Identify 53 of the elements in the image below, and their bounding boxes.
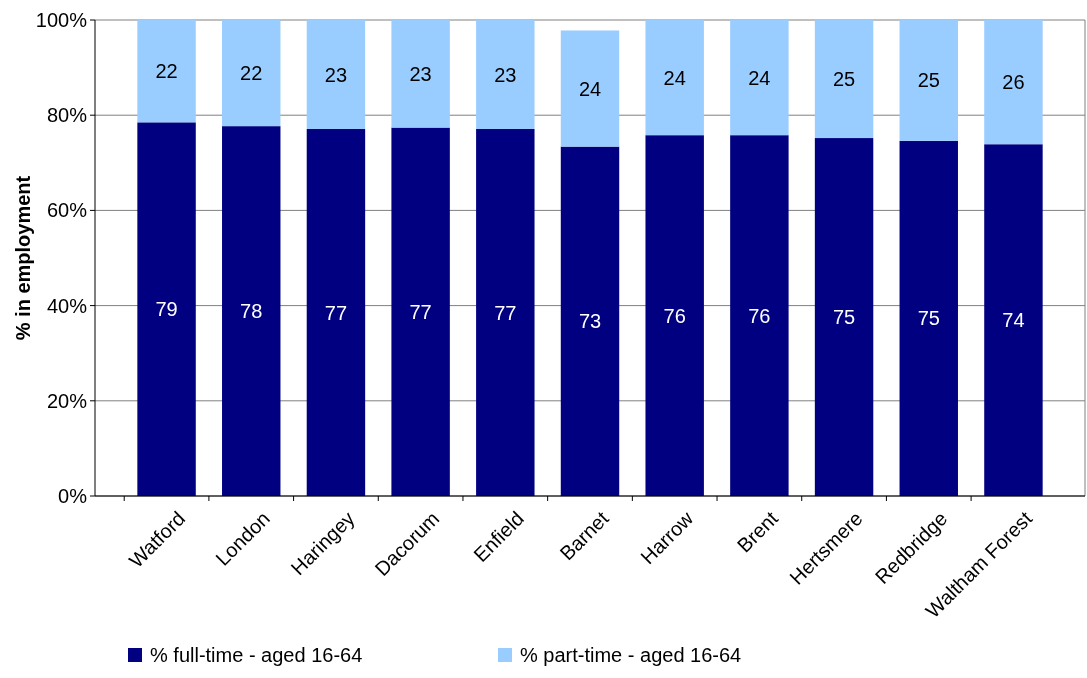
data-label: 22 <box>240 62 263 85</box>
data-label: 23 <box>494 63 517 86</box>
bar <box>137 20 196 123</box>
bar <box>814 138 874 496</box>
legend-label: % part-time - aged 16-64 <box>520 644 742 666</box>
bar <box>730 20 789 136</box>
y-tick-label: 60% <box>46 199 88 222</box>
bar <box>899 140 958 496</box>
bar <box>306 20 366 129</box>
data-label: 75 <box>832 306 856 329</box>
y-tick-label: 40% <box>46 294 88 317</box>
data-label: 76 <box>663 304 686 327</box>
bar <box>560 146 620 496</box>
data-label: 25 <box>832 68 856 91</box>
bar <box>984 20 1043 145</box>
bar <box>560 30 620 147</box>
bar <box>814 20 874 139</box>
bar <box>730 135 789 496</box>
data-label: 23 <box>324 63 348 86</box>
y-axis-title: % in employment <box>12 175 34 341</box>
y-tick-label: 0% <box>58 485 88 507</box>
legend-label: % full-time - aged 16-64 <box>150 644 363 666</box>
data-label: 22 <box>155 60 178 83</box>
data-label: 24 <box>663 66 686 89</box>
data-label: 26 <box>1002 71 1025 94</box>
data-label: 78 <box>240 300 263 323</box>
bar <box>899 20 958 141</box>
bar <box>645 135 704 496</box>
bar <box>476 129 535 496</box>
data-label: 74 <box>1002 309 1025 332</box>
data-label: 79 <box>155 298 178 321</box>
y-tick-label: 80% <box>46 104 88 127</box>
bar <box>645 20 704 136</box>
bar <box>137 122 196 496</box>
bar <box>476 20 535 129</box>
bar <box>222 20 281 127</box>
data-label: 77 <box>494 301 517 324</box>
y-tick-label: 20% <box>46 389 88 412</box>
data-label: 25 <box>917 69 940 92</box>
data-label: 73 <box>578 310 602 333</box>
bar <box>222 126 281 496</box>
data-label: 76 <box>748 304 771 327</box>
bar <box>391 127 450 496</box>
data-label: 24 <box>748 66 771 89</box>
data-label: 77 <box>324 301 348 324</box>
data-label: 23 <box>409 62 432 85</box>
data-label: 24 <box>578 77 602 100</box>
bar <box>306 129 366 496</box>
data-label: 75 <box>917 307 940 330</box>
bar <box>984 144 1043 496</box>
y-tick-label: 100% <box>35 9 88 31</box>
data-label: 77 <box>409 300 432 323</box>
bar <box>391 20 450 128</box>
